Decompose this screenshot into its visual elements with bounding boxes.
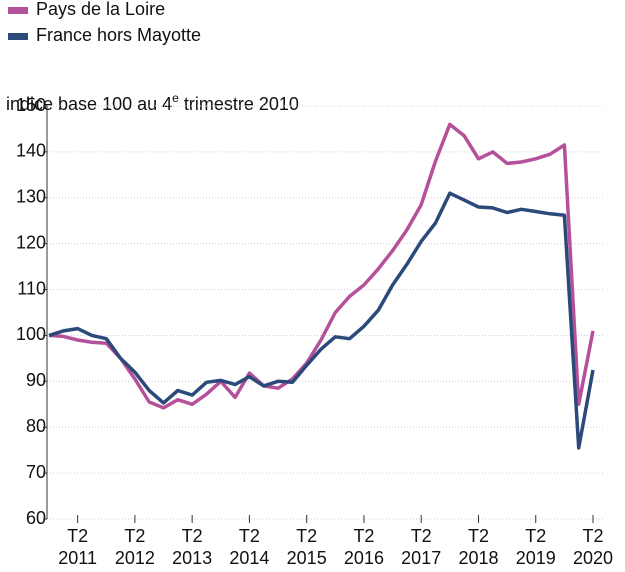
legend-swatch	[8, 7, 28, 14]
y-tick-label: 120	[16, 232, 46, 252]
x-tick-quarter: T2	[353, 526, 374, 546]
x-tick-label: 2018	[458, 548, 498, 568]
x-tick-quarter: T2	[182, 526, 203, 546]
x-tick-label: 2015	[287, 548, 327, 568]
subtitle-text: indice base 100 au 4	[6, 94, 172, 114]
subtitle-superscript: e	[172, 91, 179, 105]
x-tick-label: 2014	[229, 548, 269, 568]
y-tick-label: 60	[26, 508, 46, 528]
x-tick-quarter: T2	[239, 526, 260, 546]
x-tick-quarter: T2	[296, 526, 317, 546]
x-tick-label: 2020	[573, 548, 613, 568]
x-tick-label: 2016	[344, 548, 384, 568]
x-tick-label: 2013	[172, 548, 212, 568]
x-tick-quarter: T2	[582, 526, 603, 546]
x-tick-quarter: T2	[525, 526, 546, 546]
x-tick-quarter: T2	[124, 526, 145, 546]
y-tick-label: 130	[16, 187, 46, 207]
x-tick-label: 2017	[401, 548, 441, 568]
x-tick-quarter: T2	[468, 526, 489, 546]
legend-label: France hors Mayotte	[36, 25, 201, 45]
subtitle: indice base 100 au 4e trimestre 2010	[6, 91, 299, 114]
y-tick-label: 70	[26, 462, 46, 482]
series-line	[48, 191, 595, 450]
y-tick-label: 140	[16, 141, 46, 161]
subtitle-text: trimestre 2010	[179, 94, 299, 114]
legend-swatch	[8, 33, 28, 40]
x-tick-label: 2011	[58, 548, 97, 568]
x-tick-label: 2012	[115, 548, 155, 568]
legend-label: Pays de la Loire	[36, 0, 165, 19]
y-tick-label: 90	[26, 370, 46, 390]
x-tick-label: 2019	[516, 548, 556, 568]
series-line	[48, 122, 595, 410]
y-tick-label: 110	[17, 278, 46, 298]
y-tick-label: 100	[16, 324, 46, 344]
y-tick-label: 80	[26, 416, 46, 436]
y-tick-label: 150	[16, 95, 46, 115]
x-tick-quarter: T2	[411, 526, 432, 546]
x-tick-quarter: T2	[67, 526, 88, 546]
